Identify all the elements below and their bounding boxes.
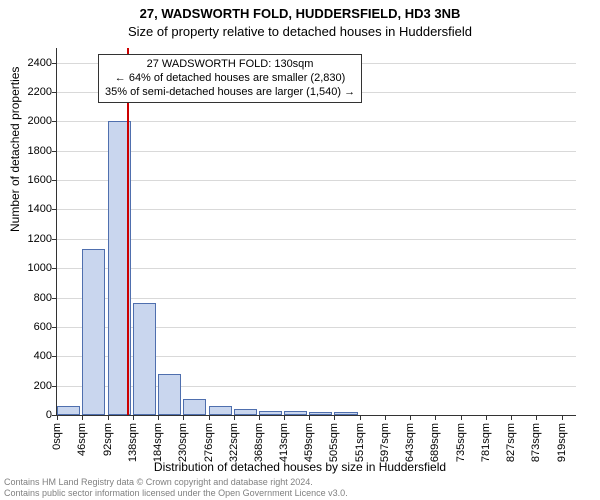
xtick-mark (259, 415, 260, 420)
histogram-bar (334, 412, 357, 415)
ytick-mark (52, 327, 57, 328)
xtick-mark (309, 415, 310, 420)
xtick-label: 322sqm (228, 423, 240, 462)
xtick-label: 230sqm (177, 423, 189, 462)
xtick-label: 781sqm (480, 423, 492, 462)
xtick-label: 597sqm (379, 423, 391, 462)
ytick-label: 2200 (12, 86, 52, 98)
ytick-mark (52, 209, 57, 210)
xtick-mark (334, 415, 335, 420)
gridline (57, 180, 576, 181)
chart-title-desc: Size of property relative to detached ho… (0, 24, 600, 39)
xtick-label: 551sqm (354, 423, 366, 462)
histogram-bar (209, 406, 232, 415)
gridline (57, 121, 576, 122)
xtick-mark (360, 415, 361, 420)
xtick-mark (536, 415, 537, 420)
callout-line2: ← 64% of detached houses are smaller (2,… (105, 72, 355, 86)
ytick-label: 2400 (12, 57, 52, 69)
xtick-label: 0sqm (51, 423, 63, 450)
xtick-label: 413sqm (278, 423, 290, 462)
xtick-mark (57, 415, 58, 420)
ytick-mark (52, 386, 57, 387)
xtick-label: 184sqm (152, 423, 164, 462)
gridline (57, 151, 576, 152)
xtick-mark (511, 415, 512, 420)
ytick-mark (52, 356, 57, 357)
xtick-mark (486, 415, 487, 420)
ytick-label: 1600 (12, 174, 52, 186)
histogram-bar (133, 303, 156, 415)
callout-line3: 35% of semi-detached houses are larger (… (105, 86, 355, 100)
xtick-label: 459sqm (303, 423, 315, 462)
ytick-mark (52, 268, 57, 269)
xtick-label: 827sqm (505, 423, 517, 462)
xtick-mark (435, 415, 436, 420)
ytick-mark (52, 92, 57, 93)
xtick-label: 873sqm (530, 423, 542, 462)
gridline (57, 239, 576, 240)
ytick-mark (52, 63, 57, 64)
ytick-label: 2000 (12, 115, 52, 127)
ytick-mark (52, 298, 57, 299)
xtick-mark (82, 415, 83, 420)
xtick-mark (234, 415, 235, 420)
histogram-bar (234, 409, 257, 415)
ytick-label: 1400 (12, 203, 52, 215)
xtick-label: 505sqm (328, 423, 340, 462)
ytick-label: 1800 (12, 145, 52, 157)
xtick-mark (183, 415, 184, 420)
ytick-label: 1000 (12, 262, 52, 274)
ytick-label: 1200 (12, 233, 52, 245)
footer-line2: Contains public sector information licen… (4, 488, 348, 498)
histogram-bar (57, 406, 80, 415)
xtick-mark (209, 415, 210, 420)
footer-line1: Contains HM Land Registry data © Crown c… (4, 477, 348, 487)
ytick-mark (52, 180, 57, 181)
callout-line1: 27 WADSWORTH FOLD: 130sqm (105, 58, 355, 72)
gridline (57, 209, 576, 210)
ytick-label: 800 (12, 292, 52, 304)
xtick-mark (461, 415, 462, 420)
xtick-mark (385, 415, 386, 420)
ytick-label: 600 (12, 321, 52, 333)
xtick-label: 138sqm (127, 423, 139, 462)
xtick-mark (284, 415, 285, 420)
ytick-mark (52, 239, 57, 240)
histogram-bar (183, 399, 206, 415)
xtick-mark (108, 415, 109, 420)
xtick-mark (133, 415, 134, 420)
xtick-label: 46sqm (76, 423, 88, 456)
histogram-bar (82, 249, 105, 415)
ytick-label: 400 (12, 350, 52, 362)
xtick-label: 919sqm (556, 423, 568, 462)
ytick-label: 200 (12, 380, 52, 392)
histogram-bar (309, 412, 332, 415)
xtick-label: 689sqm (429, 423, 441, 462)
ytick-mark (52, 121, 57, 122)
xtick-mark (562, 415, 563, 420)
xtick-label: 92sqm (102, 423, 114, 456)
histogram-bar (284, 411, 307, 415)
reference-callout: 27 WADSWORTH FOLD: 130sqm ← 64% of detac… (98, 54, 362, 103)
xtick-label: 368sqm (253, 423, 265, 462)
xtick-label: 643sqm (404, 423, 416, 462)
histogram-bar (259, 411, 282, 415)
histogram-bar (158, 374, 181, 415)
ytick-mark (52, 151, 57, 152)
chart-title-address: 27, WADSWORTH FOLD, HUDDERSFIELD, HD3 3N… (0, 6, 600, 21)
ytick-label: 0 (12, 409, 52, 421)
xtick-mark (410, 415, 411, 420)
gridline (57, 268, 576, 269)
gridline (57, 298, 576, 299)
xtick-mark (158, 415, 159, 420)
xtick-label: 276sqm (203, 423, 215, 462)
x-axis-label: Distribution of detached houses by size … (0, 460, 600, 474)
footer-attribution: Contains HM Land Registry data © Crown c… (4, 477, 348, 498)
xtick-label: 735sqm (455, 423, 467, 462)
